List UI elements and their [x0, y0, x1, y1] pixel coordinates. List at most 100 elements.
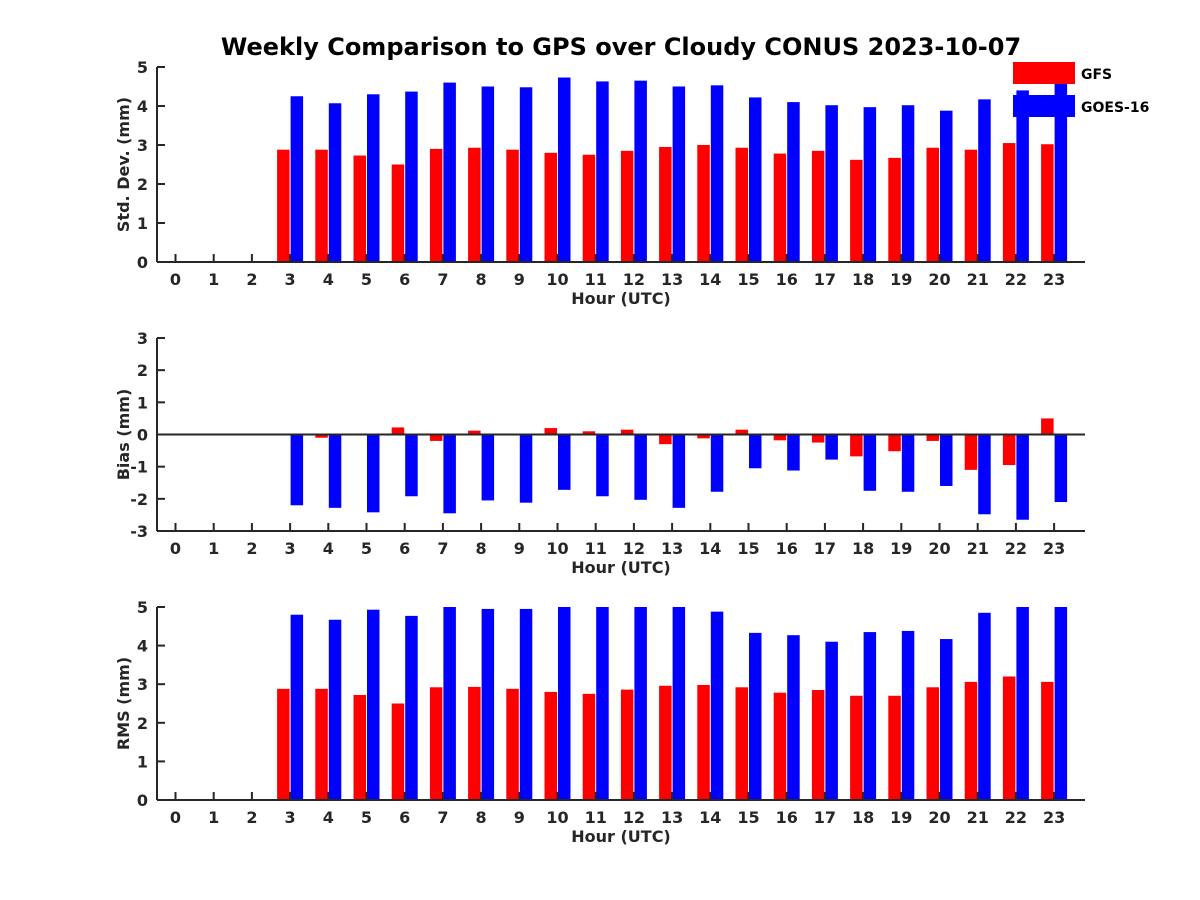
legend: GFS GOES-16 [1013, 62, 1149, 117]
bar-rms-goes-16-hour-13 [672, 607, 686, 800]
y-tick-label-bias: 0 [137, 426, 148, 445]
x-tick-label-rms: 1 [208, 808, 219, 827]
bar-bias-goes-16-hour-8 [481, 434, 495, 501]
bar-rms-goes-16-hour-15 [749, 632, 762, 800]
figure-title: Weekly Comparison to GPS over Cloudy CON… [221, 33, 1021, 61]
x-tick-label-bias: 0 [170, 539, 181, 558]
legend-swatch-goes-16 [1013, 95, 1075, 117]
bar-bias-gfs-hour-23 [1041, 418, 1054, 435]
y-tick-label-bias: -3 [130, 522, 148, 541]
bar-bias-goes-16-hour-19 [901, 434, 915, 492]
bar-rms-goes-16-hour-21 [978, 612, 991, 800]
x-tick-label-std-dev: 6 [399, 270, 410, 289]
bar-rms-gfs-hour-18 [850, 695, 863, 800]
y-tick-label-rms: 4 [137, 637, 148, 656]
bar-rms-gfs-hour-15 [735, 687, 748, 800]
bar-rms-gfs-hour-3 [277, 688, 290, 800]
bar-bias-goes-16-hour-9 [519, 434, 533, 503]
x-tick-label-rms: 5 [361, 808, 372, 827]
x-tick-label-std-dev: 11 [585, 270, 607, 289]
x-tick-label-rms: 16 [776, 808, 798, 827]
y-tick-label-std-dev: 5 [137, 58, 148, 77]
bar-std-dev-gfs-hour-18 [850, 159, 863, 262]
y-tick-label-rms: 5 [137, 598, 148, 617]
x-tick-label-bias: 5 [361, 539, 372, 558]
bar-rms-goes-16-hour-11 [596, 607, 609, 800]
x-tick-label-bias: 16 [776, 539, 798, 558]
bar-rms-goes-16-hour-6 [405, 615, 418, 800]
x-tick-label-std-dev: 9 [514, 270, 525, 289]
x-tick-label-bias: 18 [852, 539, 874, 558]
x-tick-label-std-dev: 21 [967, 270, 989, 289]
x-tick-label-bias: 4 [323, 539, 334, 558]
y-tick-label-std-dev: 4 [137, 97, 148, 116]
x-tick-label-bias: 22 [1005, 539, 1027, 558]
bar-bias-goes-16-hour-11 [596, 434, 609, 497]
x-tick-label-rms: 2 [246, 808, 257, 827]
x-tick-label-rms: 14 [699, 808, 721, 827]
bar-bias-gfs-hour-7 [429, 434, 443, 441]
y-tick-label-std-dev: 3 [137, 136, 148, 155]
y-tick-label-std-dev: 2 [137, 175, 148, 194]
x-tick-label-rms: 6 [399, 808, 410, 827]
bar-std-dev-goes-16-hour-23 [1054, 75, 1068, 262]
x-tick-label-bias: 2 [246, 539, 257, 558]
x-tick-label-rms: 20 [928, 808, 950, 827]
x-tick-label-std-dev: 18 [852, 270, 874, 289]
bar-bias-goes-16-hour-5 [367, 434, 380, 513]
bar-bias-goes-16-hour-18 [863, 434, 877, 491]
x-tick-label-rms: 0 [170, 808, 181, 827]
x-tick-label-rms: 19 [890, 808, 912, 827]
bar-rms-goes-16-hour-5 [367, 609, 380, 800]
x-tick-label-bias: 1 [208, 539, 219, 558]
bar-rms-goes-16-hour-8 [481, 608, 495, 800]
x-tick-label-std-dev: 0 [170, 270, 181, 289]
x-tick-label-bias: 15 [737, 539, 759, 558]
x-tick-label-bias: 23 [1043, 539, 1065, 558]
bar-bias-goes-16-hour-23 [1054, 434, 1068, 503]
y-tick-label-rms: 1 [137, 752, 148, 771]
x-tick-label-rms: 7 [437, 808, 448, 827]
bar-rms-gfs-hour-22 [1002, 676, 1016, 800]
bar-bias-gfs-hour-17 [811, 434, 825, 443]
bar-rms-goes-16-hour-17 [825, 641, 838, 800]
y-tick-label-bias: 1 [137, 393, 148, 412]
bar-bias-gfs-hour-21 [964, 434, 978, 470]
x-tick-label-std-dev: 17 [814, 270, 836, 289]
bar-bias-goes-16-hour-17 [825, 434, 838, 460]
bar-bias-goes-16-hour-15 [749, 434, 762, 469]
bar-rms-gfs-hour-5 [353, 695, 366, 800]
bar-std-dev-gfs-hour-8 [468, 147, 481, 262]
y-tick-label-rms: 2 [137, 714, 148, 733]
x-tick-label-bias: 13 [661, 539, 683, 558]
bar-std-dev-goes-16-hour-17 [825, 105, 838, 262]
bar-std-dev-gfs-hour-10 [544, 152, 557, 262]
x-tick-label-std-dev: 2 [246, 270, 257, 289]
x-axis-label-std-dev: Hour (UTC) [571, 289, 671, 308]
y-axis-label-std-dev: Std. Dev. (mm) [114, 97, 133, 232]
bar-std-dev-gfs-hour-6 [391, 164, 405, 262]
bar-bias-goes-16-hour-21 [978, 434, 991, 515]
x-tick-label-bias: 17 [814, 539, 836, 558]
bar-bias-gfs-hour-12 [620, 429, 634, 435]
x-tick-label-rms: 21 [967, 808, 989, 827]
x-tick-label-std-dev: 16 [776, 270, 798, 289]
x-tick-label-std-dev: 20 [928, 270, 950, 289]
bar-bias-goes-16-hour-10 [558, 434, 571, 490]
bar-std-dev-goes-16-hour-5 [367, 94, 380, 262]
x-tick-label-bias: 12 [623, 539, 645, 558]
bar-std-dev-goes-16-hour-10 [558, 77, 571, 262]
bar-rms-gfs-hour-4 [315, 688, 328, 800]
x-tick-label-rms: 11 [585, 808, 607, 827]
y-tick-label-bias: 3 [137, 329, 148, 348]
x-tick-label-bias: 8 [476, 539, 487, 558]
y-tick-label-std-dev: 0 [137, 253, 148, 272]
x-tick-label-std-dev: 14 [699, 270, 721, 289]
bar-rms-goes-16-hour-10 [558, 607, 571, 800]
bar-std-dev-goes-16-hour-6 [405, 91, 418, 262]
x-tick-label-rms: 10 [546, 808, 568, 827]
bar-rms-gfs-hour-6 [391, 703, 405, 800]
x-tick-label-std-dev: 12 [623, 270, 645, 289]
